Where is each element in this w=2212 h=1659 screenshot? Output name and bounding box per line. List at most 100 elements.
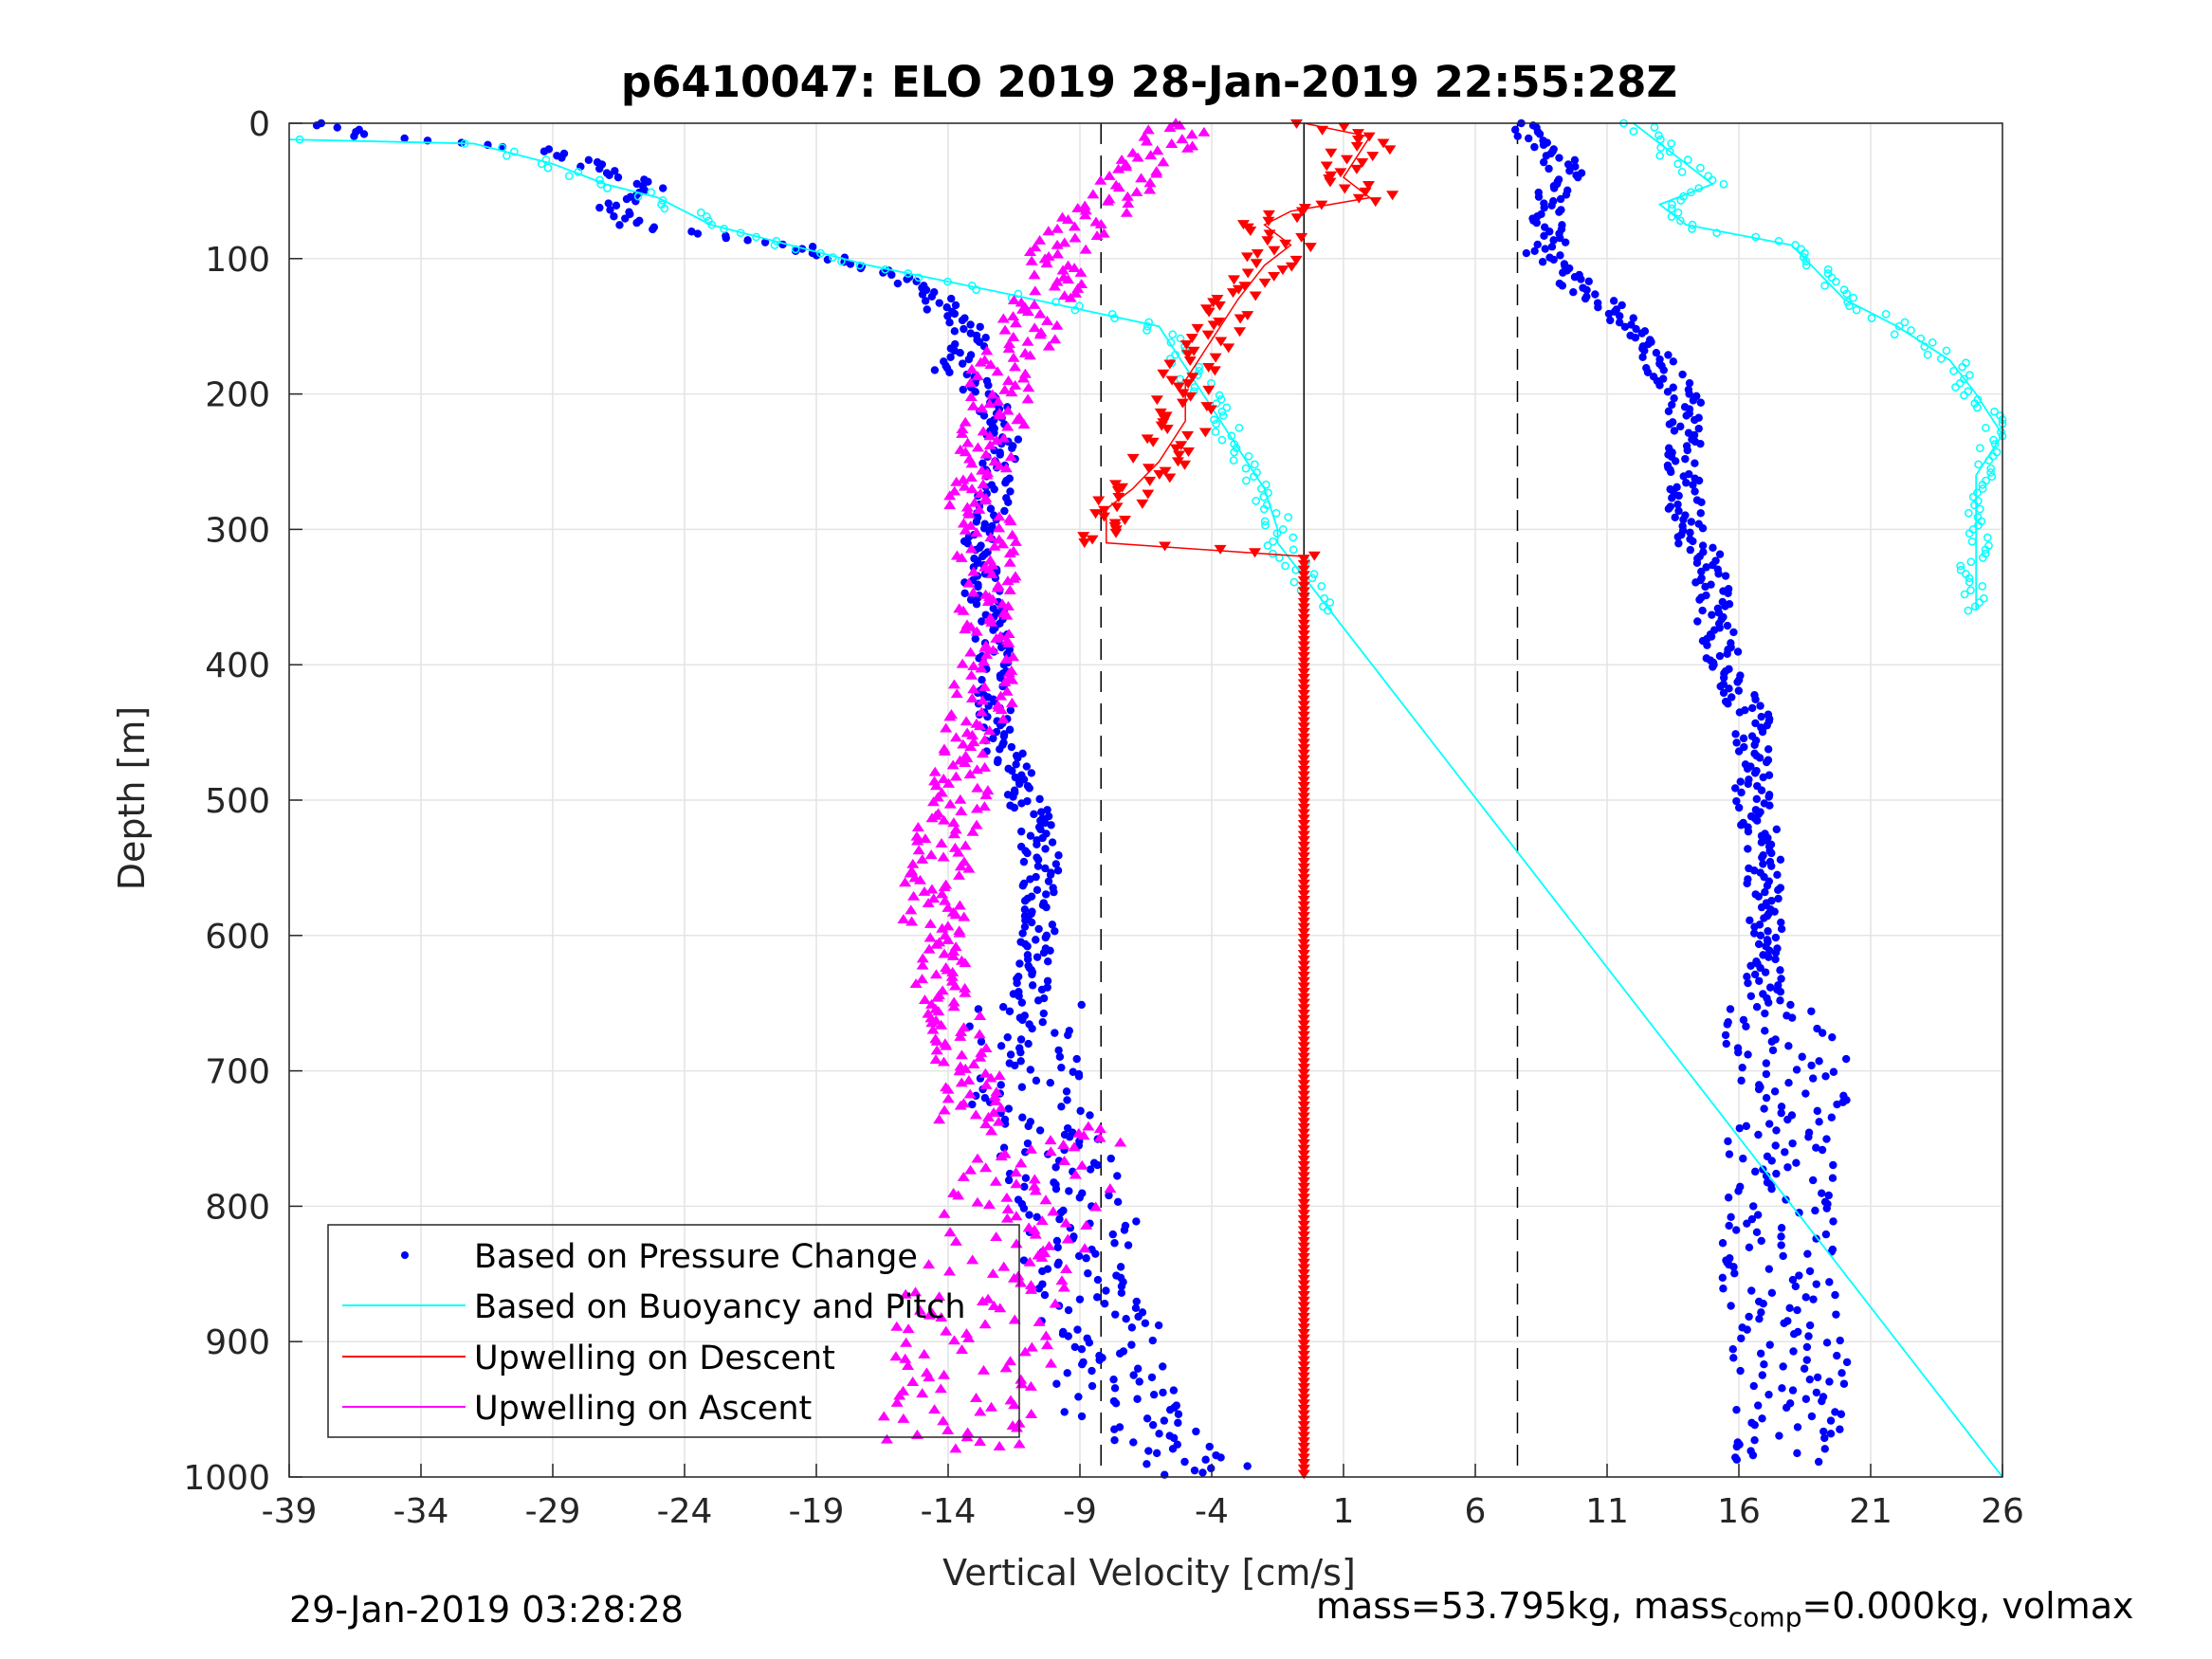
pressure-change-point [1750, 922, 1759, 931]
buoyancy-pitch-point [1144, 318, 1153, 327]
upwelling-ascent-point [1039, 1194, 1052, 1205]
pressure-change-point [1017, 1083, 1027, 1091]
upwelling-ascent-point [999, 463, 1013, 473]
buoyancy-pitch-point [1978, 582, 1987, 591]
pressure-change-point [1609, 297, 1618, 305]
upwelling-ascent-point [1009, 536, 1022, 546]
upwelling-descent-point [1307, 551, 1321, 561]
pressure-change-point [1764, 1265, 1774, 1273]
pressure-change-point [1715, 651, 1725, 661]
chart-title: p6410047: ELO 2019 28-Jan-2019 22:55:28Z [621, 57, 1677, 107]
upwelling-descent-point [1248, 548, 1261, 558]
pressure-change-point [887, 270, 896, 280]
upwelling-descent-point [1297, 1194, 1310, 1204]
upwelling-ascent-point [1143, 177, 1157, 188]
upwelling-descent-point [1350, 141, 1363, 152]
upwelling-descent-point [1153, 470, 1166, 480]
pressure-change-point [1020, 905, 1030, 914]
upwelling-ascent-point [981, 596, 995, 607]
pressure-change-point [1113, 1172, 1122, 1180]
pressure-change-point [1749, 1381, 1758, 1391]
pressure-change-point [1739, 734, 1748, 743]
pressure-change-point [1737, 1076, 1746, 1085]
pressure-change-point [1812, 1280, 1820, 1288]
upwelling-ascent-point [905, 904, 918, 915]
pressure-change-point [1764, 793, 1773, 801]
upwelling-ascent-point [938, 948, 951, 958]
upwelling-ascent-point [993, 511, 1006, 521]
pressure-change-point [1073, 1325, 1082, 1334]
upwelling-descent-point [1297, 711, 1310, 721]
pressure-change-point [1102, 1286, 1110, 1295]
buoyancy-pitch-point [752, 232, 760, 242]
pressure-change-point [1152, 1449, 1161, 1458]
pressure-change-point [1001, 479, 1010, 487]
upwelling-ascent-point [987, 1107, 1000, 1117]
pressure-change-point [1637, 329, 1646, 337]
pressure-change-point [918, 290, 927, 299]
pressure-change-point [1037, 985, 1047, 994]
buoyancy-pitch-point [1965, 574, 1974, 583]
upwelling-ascent-point [1042, 226, 1055, 236]
upwelling-descent-point [1297, 1112, 1310, 1122]
pressure-change-point [1756, 702, 1764, 710]
upwelling-ascent-point [1025, 255, 1038, 265]
pressure-change-point [333, 123, 341, 132]
upwelling-descent-point [1141, 434, 1154, 445]
upwelling-descent-point [1297, 1009, 1310, 1019]
upwelling-descent-point [1297, 738, 1310, 749]
buoyancy-pitch-point [1289, 577, 1299, 587]
pressure-change-point [1014, 754, 1022, 762]
upwelling-ascent-point [935, 1312, 948, 1322]
upwelling-ascent-point [995, 1103, 1008, 1113]
buoyancy-pitch-point [1949, 366, 1958, 375]
upwelling-ascent-point [926, 1024, 940, 1034]
footer-mass-info: mass=53.795kg, masscomp=0.000kg, volmax [1316, 1585, 2133, 1633]
upwelling-descent-point [1183, 356, 1197, 367]
pressure-change-point [1831, 1290, 1839, 1300]
buoyancy-pitch-point [1986, 468, 1995, 477]
pressure-change-point [1765, 801, 1774, 810]
upwelling-ascent-point [899, 1288, 912, 1299]
buoyancy-pitch-point [1694, 184, 1704, 192]
upwelling-ascent-point [947, 1335, 960, 1345]
upwelling-descent-point [1297, 581, 1310, 592]
upwelling-ascent-point [906, 1376, 920, 1386]
upwelling-ascent-point [970, 626, 983, 636]
pressure-change-point [1674, 506, 1683, 516]
pressure-change-point [1696, 439, 1705, 448]
buoyancy-pitch-point [1110, 314, 1119, 322]
buoyancy-pitch-point [1654, 131, 1663, 140]
upwelling-ascent-point [996, 313, 1010, 323]
upwelling-ascent-point [975, 1047, 988, 1057]
pressure-change-point [1077, 1000, 1086, 1010]
pressure-change-point [1724, 1194, 1733, 1202]
buoyancy-pitch-point [1712, 228, 1721, 238]
upwelling-descent-point [1297, 1431, 1310, 1442]
pressure-change-point [1841, 1054, 1851, 1064]
upwelling-descent-point [1181, 430, 1195, 441]
upwelling-descent-point [1297, 651, 1310, 662]
pressure-change-point [1033, 996, 1043, 1005]
buoyancy-pitch-point [1990, 407, 1999, 416]
upwelling-ascent-point [974, 356, 987, 367]
buoyancy-pitch-point [1708, 175, 1717, 185]
pressure-change-point [1025, 1211, 1033, 1219]
buoyancy-pitch-point [1261, 520, 1270, 530]
pressure-change-point [1754, 1130, 1763, 1139]
pressure-change-point [979, 411, 989, 420]
pressure-change-point [1618, 301, 1626, 310]
upwelling-descent-point [1181, 447, 1195, 457]
upwelling-ascent-point [1024, 246, 1037, 257]
upwelling-descent-point [1297, 933, 1310, 943]
pressure-change-point [1765, 946, 1774, 955]
pressure-change-point [1108, 1230, 1117, 1239]
pressure-change-point [595, 203, 604, 212]
upwelling-ascent-point [997, 1261, 1011, 1271]
buoyancy-pitch-point [1324, 606, 1332, 615]
upwelling-ascent-point [1144, 150, 1158, 160]
pressure-change-point [1556, 251, 1564, 260]
buoyancy-pitch-point [1867, 314, 1876, 322]
upwelling-descent-point [1338, 184, 1351, 194]
pressure-change-point [1736, 777, 1745, 786]
